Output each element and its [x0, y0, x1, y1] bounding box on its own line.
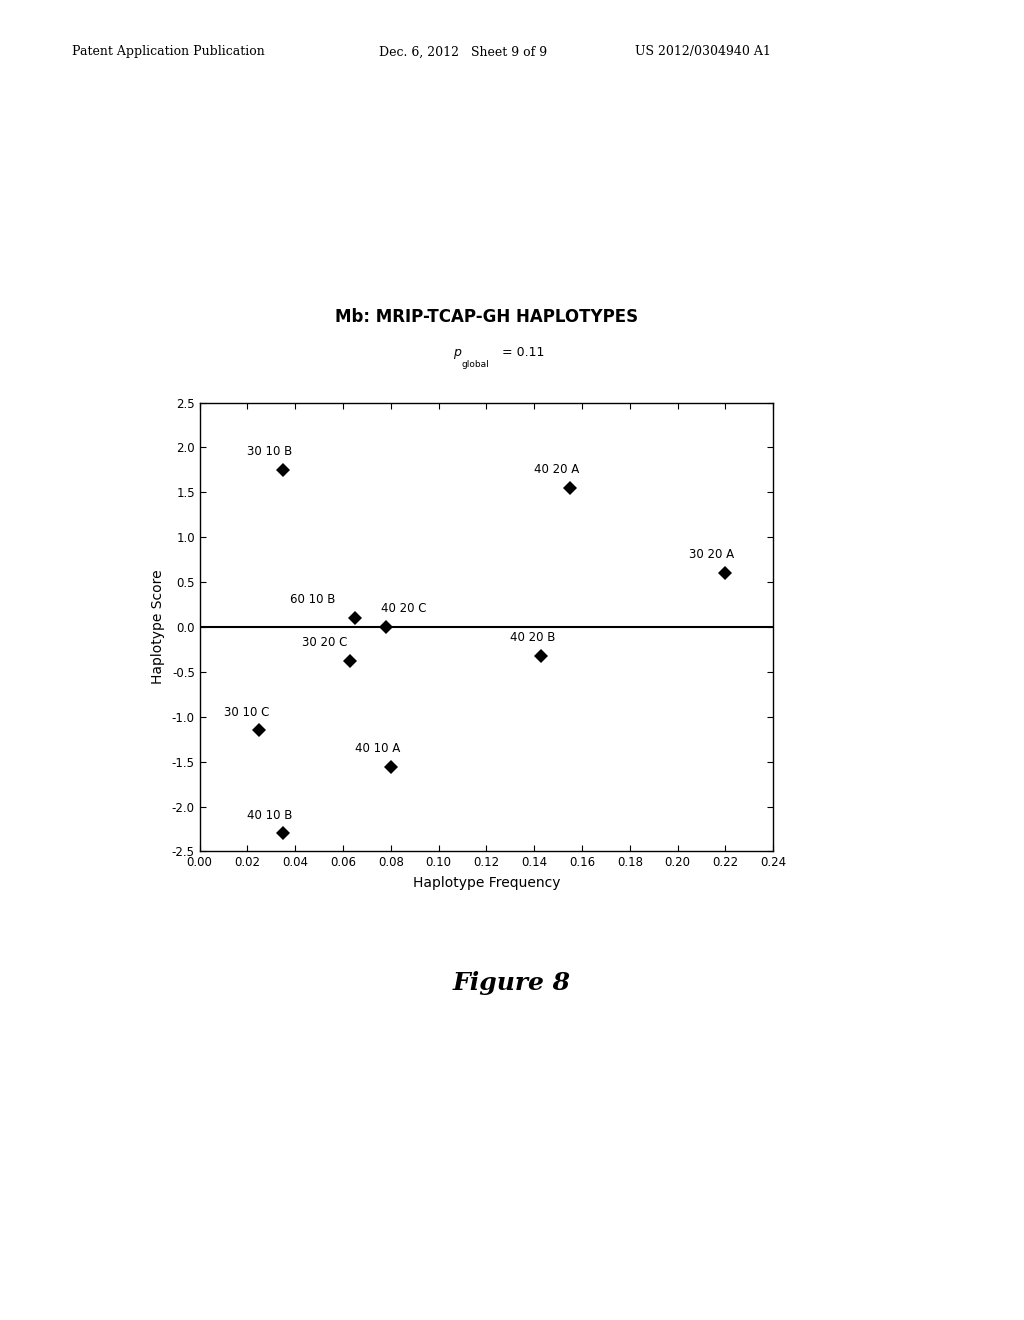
Text: US 2012/0304940 A1: US 2012/0304940 A1 [635, 45, 771, 58]
Text: 40 10 A: 40 10 A [355, 742, 400, 755]
Text: Dec. 6, 2012   Sheet 9 of 9: Dec. 6, 2012 Sheet 9 of 9 [379, 45, 547, 58]
Text: 40 10 B: 40 10 B [248, 809, 293, 822]
Text: Patent Application Publication: Patent Application Publication [72, 45, 264, 58]
Text: 30 10 B: 30 10 B [248, 445, 293, 458]
Text: 30 10 C: 30 10 C [223, 706, 269, 718]
X-axis label: Haplotype Frequency: Haplotype Frequency [413, 876, 560, 890]
Text: 40 20 B: 40 20 B [510, 631, 556, 644]
Y-axis label: Haplotype Score: Haplotype Score [151, 570, 165, 684]
Text: 60 10 B: 60 10 B [291, 594, 336, 606]
Text: Mb: MRIP-TCAP-GH HAPLOTYPES: Mb: MRIP-TCAP-GH HAPLOTYPES [335, 308, 638, 326]
Text: 40 20 C: 40 20 C [381, 602, 427, 615]
Text: 40 20 A: 40 20 A [535, 463, 580, 477]
Text: 30 20 A: 30 20 A [689, 549, 734, 561]
Text: 30 20 C: 30 20 C [302, 636, 348, 649]
Text: = 0.11: = 0.11 [502, 346, 544, 359]
Text: global: global [462, 360, 489, 370]
Text: p: p [453, 346, 461, 359]
Text: Figure 8: Figure 8 [453, 972, 571, 995]
